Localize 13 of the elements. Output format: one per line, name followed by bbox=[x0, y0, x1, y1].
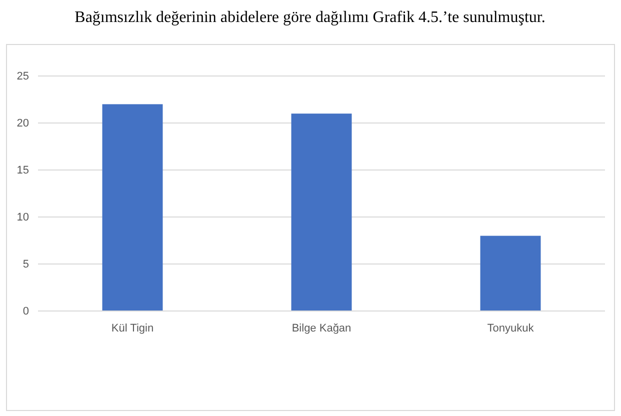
y-tick-label: 0 bbox=[22, 306, 29, 318]
x-tick-label: Tonyukuk bbox=[487, 322, 534, 335]
bar bbox=[480, 236, 541, 311]
y-tick-label: 10 bbox=[16, 212, 29, 224]
y-tick-label: 5 bbox=[22, 258, 29, 271]
bar bbox=[291, 114, 352, 311]
bar bbox=[102, 104, 163, 311]
chart-title: Bağımsızlık değerinin abidelere göre dağılımı Grafik 4.5.’te sunulmuştur. bbox=[74, 9, 546, 26]
y-tick-label: 25 bbox=[16, 70, 29, 83]
x-tick-label: Bilge Kağan bbox=[292, 322, 352, 335]
y-tick-label: 20 bbox=[16, 118, 29, 130]
y-tick-label: 15 bbox=[16, 164, 29, 177]
x-tick-label: Kül Tigin bbox=[111, 322, 154, 335]
